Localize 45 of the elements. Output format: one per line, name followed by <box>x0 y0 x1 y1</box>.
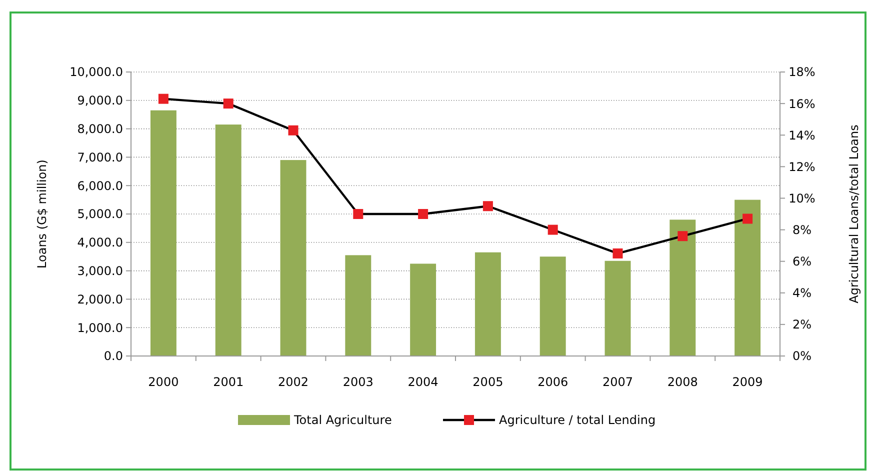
y2-tick-label: 4% <box>792 286 812 300</box>
legend-label: Agriculture / total Lending <box>499 413 656 428</box>
y2-tick-label: 12% <box>788 160 816 174</box>
y-tick-label: 2,000.0 <box>77 292 123 306</box>
legend-label: Total Agriculture <box>293 413 392 428</box>
y-tick-label: 9,000.0 <box>77 94 123 108</box>
x-tick-label: 2001 <box>213 375 244 389</box>
y2-tick-label: 16% <box>788 96 816 111</box>
y2-tick-label: 8% <box>792 222 812 237</box>
y2-tick-label: 18% <box>788 65 816 80</box>
y-tick-label: 5,000.0 <box>77 207 123 222</box>
x-tick-label: 2008 <box>667 375 698 389</box>
x-tick-label: 2006 <box>538 375 568 389</box>
bar <box>734 200 761 356</box>
y2-tick-label: 2% <box>792 318 812 332</box>
y-axis-title: Loans (G$ million) <box>35 160 49 268</box>
bar <box>410 264 436 356</box>
y2-tick-label: 10% <box>788 191 816 206</box>
y-tick-label: 3,000.0 <box>77 264 123 278</box>
bar <box>474 252 501 356</box>
bar <box>280 160 306 356</box>
y-tick-label: 10,000.0 <box>70 65 123 80</box>
x-tick-label: 2002 <box>278 375 309 389</box>
y-tick-label: 1,000.0 <box>77 320 123 335</box>
x-tick-label: 2000 <box>148 375 179 389</box>
bar <box>150 110 176 356</box>
y2-axis-title: Agricultural Loans/total Loans <box>847 124 861 304</box>
y-tick-label: 6,000.0 <box>77 178 123 193</box>
y-tick-label: 8,000.0 <box>77 122 123 136</box>
y2-tick-label: 0% <box>792 349 812 364</box>
x-tick-label: 2004 <box>408 375 438 389</box>
bar <box>215 124 242 356</box>
bar <box>604 260 631 356</box>
y-tick-label: 4,000.0 <box>77 236 123 250</box>
x-tick-label: 2007 <box>602 375 634 389</box>
y-tick-label: 7,000.0 <box>77 150 123 164</box>
x-tick-label: 2009 <box>732 375 763 389</box>
y2-tick-label: 14% <box>788 128 816 142</box>
bar <box>345 255 372 356</box>
bar <box>540 256 566 356</box>
x-tick-label: 2005 <box>472 375 504 389</box>
y2-tick-label: 6% <box>792 254 812 269</box>
y-tick-label: 0.0 <box>104 349 123 364</box>
x-tick-label: 2003 <box>342 375 374 389</box>
bar <box>670 220 696 356</box>
